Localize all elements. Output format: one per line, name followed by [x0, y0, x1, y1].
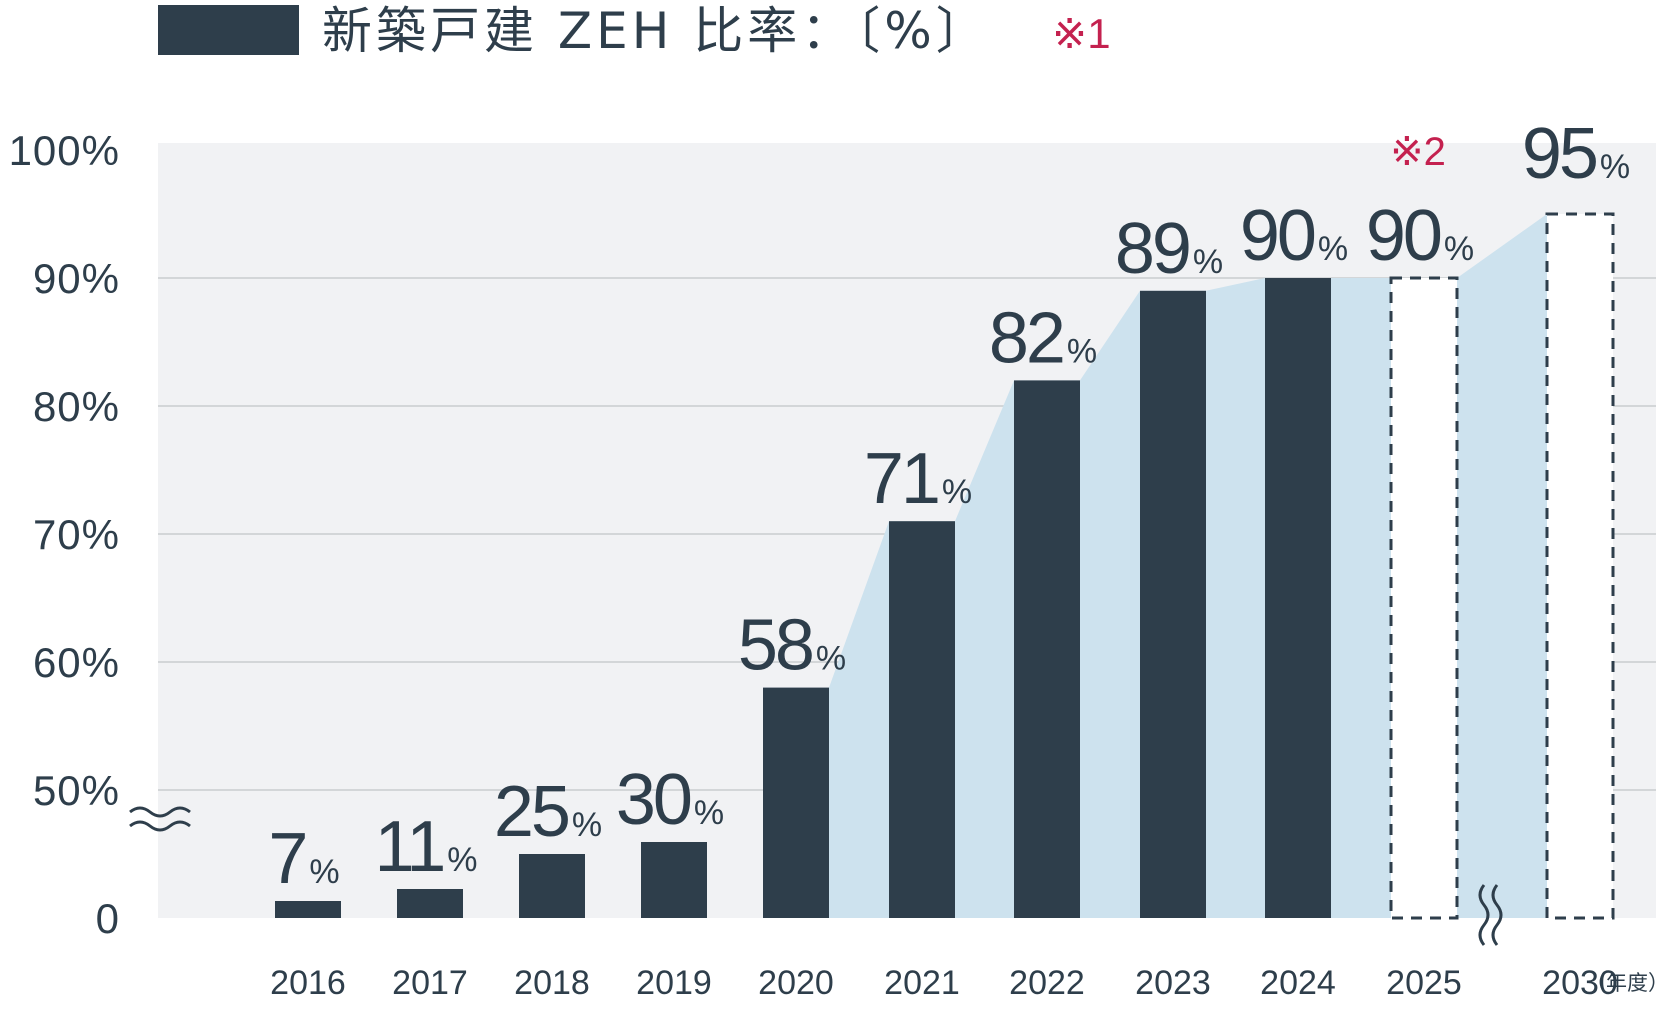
- x-tick-label: 2017: [392, 964, 468, 1002]
- value-label: 25%: [494, 772, 602, 852]
- y-axis: 100% 90% 80% 70% 60% 50% 0: [9, 127, 120, 942]
- x-tick-label: 2022: [1009, 964, 1085, 1002]
- y-tick-label: 60%: [33, 639, 120, 686]
- x-tick-label: 2016: [270, 964, 346, 1002]
- value-label: 11%: [375, 807, 478, 887]
- value-label: 90%: [1240, 196, 1348, 276]
- bars: [275, 212, 1615, 920]
- bar-2017: [397, 889, 463, 918]
- y-tick-label: 50%: [33, 767, 120, 814]
- x-tick-label: 2019: [636, 964, 712, 1002]
- value-label: 58%: [738, 606, 846, 686]
- y-tick-label: 0: [96, 895, 120, 942]
- value-labels: 7% 11 %25% 30 %58 %71 %82 %89% 90% 90 %95 %※2: [268, 114, 1630, 899]
- y-tick-label: 90%: [33, 255, 120, 302]
- x-tick-label: 2021: [884, 964, 960, 1002]
- axis-breaks: [129, 806, 1503, 946]
- x-tick-label: 2025: [1386, 964, 1462, 1002]
- bar-2024: [1265, 278, 1331, 918]
- x-axis-break-icon: [1478, 884, 1503, 946]
- bar-2018: [519, 854, 585, 918]
- x-tick-label: 2018: [514, 964, 590, 1002]
- value-label: 30%: [616, 760, 724, 840]
- value-label: 7%: [268, 819, 339, 899]
- value-label: 71%: [864, 439, 972, 519]
- x-tick-label: 2024: [1260, 964, 1336, 1002]
- value-label: 95%: [1522, 114, 1630, 194]
- value-label: 90%: [1366, 196, 1474, 276]
- bar-2016: [275, 901, 341, 918]
- y-tick-label: 80%: [33, 383, 120, 430]
- legend-note: ※1: [1052, 10, 1111, 57]
- bar-2020: [763, 687, 829, 918]
- legend-label: 新築戸建 ZEH 比率：〔%〕: [322, 2, 990, 60]
- legend-swatch: [158, 5, 299, 55]
- bar-2023: [1140, 290, 1206, 918]
- annotation-note: ※2: [1390, 130, 1446, 174]
- y-tick-label: 100%: [9, 127, 120, 174]
- y-axis-break-icon: [129, 806, 191, 832]
- x-tick-label: 2020: [758, 964, 834, 1002]
- target-bar-2030: [1545, 212, 1615, 920]
- bar-2021: [889, 521, 955, 918]
- x-tick-label: 2023: [1135, 964, 1211, 1002]
- value-label: 89%: [1115, 209, 1223, 289]
- bar-2019: [641, 842, 707, 918]
- value-label: 82%: [989, 298, 1097, 378]
- legend: 新築戸建 ZEH 比率：〔%〕 ※1: [158, 2, 1111, 60]
- y-tick-label: 70%: [33, 511, 120, 558]
- x-unit-label: （年度）: [1585, 971, 1656, 995]
- bar-2022: [1014, 380, 1080, 918]
- x-axis: 2016 2017 2018 2019 2020 2021 2022 2023 2024 2025…: [270, 964, 1618, 1002]
- x-tick-label: 2030: [1542, 964, 1618, 1002]
- target-bar-2025: [1389, 276, 1459, 920]
